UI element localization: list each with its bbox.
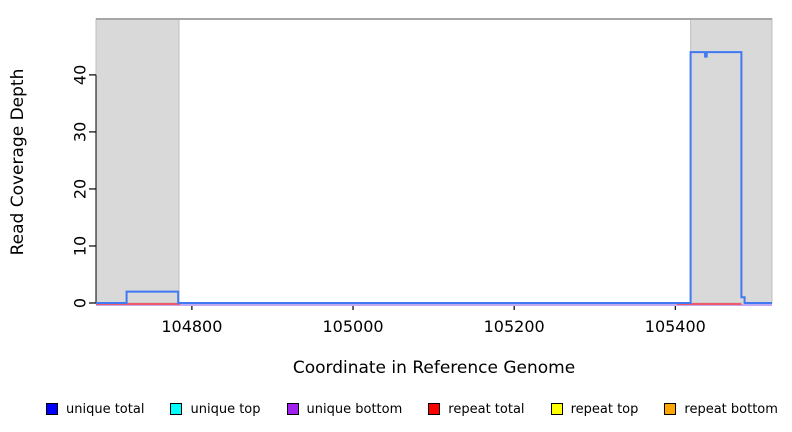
legend: unique total unique top unique bottom repea… (46, 398, 778, 420)
y-tick-label: 20 (71, 179, 90, 199)
legend-item-repeat-top: repeat top (550, 401, 639, 417)
legend-item-unique-total: unique total (46, 402, 144, 417)
legend-swatch-icon (550, 403, 563, 415)
y-tick-label: 40 (71, 65, 90, 85)
x-tick-label: 104800 (161, 317, 222, 336)
legend-item-repeat-total: repeat total (428, 401, 525, 417)
legend-item-repeat-bottom: repeat bottom (664, 402, 778, 417)
legend-label: repeat total (448, 401, 525, 417)
legend-swatch-icon (46, 403, 58, 415)
x-tick-label: 105400 (645, 317, 706, 336)
x-axis-title: Coordinate in Reference Genome (292, 358, 576, 378)
repeat-region-left (95, 18, 180, 304)
legend-swatch-icon (664, 403, 677, 415)
y-tick-label: 0 (71, 298, 90, 308)
repeat-region-right (690, 18, 773, 304)
legend-label: unique total (66, 401, 145, 417)
legend-label: repeat bottom (684, 401, 778, 417)
legend-swatch-icon (170, 403, 183, 415)
x-tick-label: 105000 (322, 317, 383, 336)
legend-label: unique bottom (306, 401, 403, 417)
x-tick-label: 105200 (484, 317, 545, 336)
y-tick-label: 30 (71, 122, 90, 142)
legend-swatch-icon (286, 403, 299, 415)
legend-item-unique-top: unique top (170, 401, 261, 417)
legend-swatch-icon (428, 403, 441, 415)
legend-label: unique top (190, 401, 261, 417)
legend-label: repeat top (570, 401, 639, 417)
y-tick-label: 10 (71, 236, 90, 256)
y-axis-title: Read Coverage Depth (8, 68, 28, 256)
series-line-unique-total (96, 51, 772, 304)
legend-item-unique-bottom: unique bottom (286, 401, 403, 417)
